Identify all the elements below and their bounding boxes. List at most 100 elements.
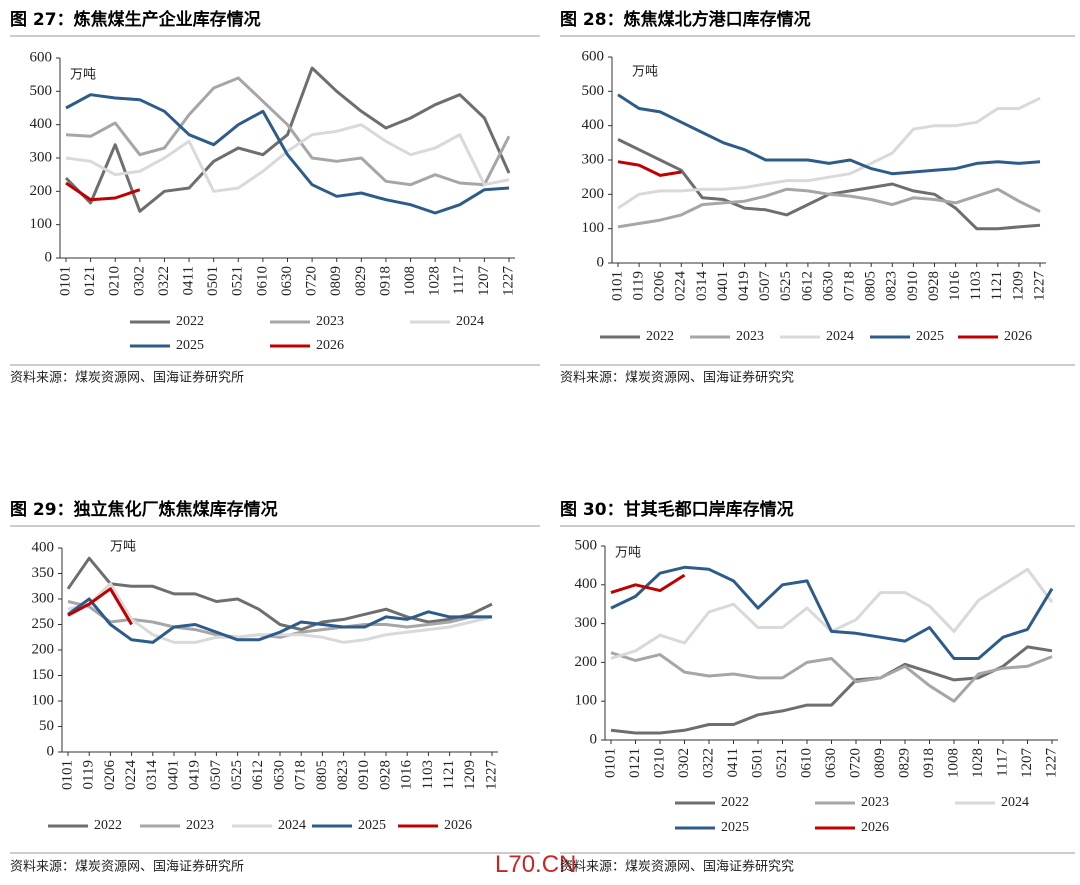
x-tick-label: 0419: [736, 271, 752, 301]
x-tick-label: 1008: [945, 748, 961, 778]
x-tick-label: 0302: [676, 748, 692, 778]
x-tick-label: 0525: [229, 760, 245, 790]
x-tick-label: 0501: [205, 266, 221, 296]
x-tick-label: 0809: [328, 266, 344, 296]
legend-label: 2023: [736, 329, 764, 344]
x-tick-label: 1028: [427, 266, 443, 296]
y-tick-label: 300: [582, 151, 605, 167]
unit-label: 万吨: [70, 68, 96, 83]
x-tick-label: 0612: [250, 760, 266, 790]
x-tick-label: 0101: [609, 271, 625, 301]
y-tick-label: 100: [30, 216, 53, 232]
x-tick-label: 0101: [59, 760, 75, 790]
x-tick-label: 0121: [82, 266, 98, 296]
y-tick-label: 350: [32, 565, 55, 581]
x-tick-label: 1016: [399, 760, 415, 791]
x-tick-label: 1103: [420, 760, 436, 789]
series-line: [67, 600, 492, 639]
series-line: [617, 93, 1041, 176]
x-tick-label: 0507: [208, 760, 224, 791]
series-line: [67, 587, 133, 626]
x-tick-label: 0119: [81, 760, 97, 789]
unit-label: 万吨: [615, 546, 641, 561]
legend-label: 2022: [94, 818, 122, 833]
legend-label: 2025: [916, 329, 944, 344]
x-tick-label: 1227: [483, 760, 499, 791]
x-tick-label: 0823: [884, 271, 900, 301]
watermark: L70.CN: [495, 851, 576, 878]
y-tick-label: 0: [45, 249, 53, 265]
x-tick-label: 0322: [700, 748, 716, 778]
series-line: [64, 66, 511, 213]
y-tick-label: 300: [575, 615, 598, 631]
x-tick-label: 1209: [1010, 271, 1026, 301]
series-line: [67, 582, 493, 644]
series-line: [65, 181, 141, 202]
legend-label: 2023: [186, 818, 214, 833]
y-tick-label: 600: [30, 49, 53, 65]
x-tick-label: 1028: [970, 748, 986, 778]
source-note: 资料来源：煤炭资源网、国海证券研究究: [560, 859, 794, 875]
x-tick-label: 0910: [356, 760, 372, 790]
y-tick-label: 400: [575, 576, 598, 592]
series-line: [610, 651, 1053, 703]
legend-label: 2024: [826, 329, 854, 344]
series-line: [617, 187, 1041, 229]
x-tick-label: 0630: [279, 266, 295, 296]
series-line: [610, 573, 686, 595]
x-tick-label: 1209: [462, 760, 478, 790]
x-tick-label: 0206: [652, 271, 668, 302]
x-tick-label: 0419: [187, 760, 203, 790]
y-tick-label: 500: [582, 83, 605, 99]
x-tick-label: 0928: [926, 271, 942, 301]
series-line: [65, 76, 511, 187]
x-tick-label: 0411: [180, 266, 196, 295]
x-tick-label: 0101: [602, 748, 618, 778]
y-tick-label: 150: [32, 667, 55, 683]
x-tick-label: 0411: [725, 748, 741, 777]
x-tick-label: 0805: [863, 271, 879, 301]
series-line: [65, 93, 510, 215]
x-tick-label: 0829: [353, 266, 369, 296]
x-tick-label: 0720: [847, 748, 863, 778]
legend-label: 2023: [861, 795, 889, 810]
legend-label: 2025: [358, 818, 386, 833]
legend-label: 2026: [861, 820, 889, 835]
x-tick-label: 0809: [872, 748, 888, 778]
x-tick-label: 0718: [842, 271, 858, 301]
series-line: [66, 556, 493, 632]
y-tick-label: 100: [575, 693, 598, 709]
series-line: [610, 565, 1054, 660]
x-tick-label: 0302: [131, 266, 147, 296]
legend-label: 2023: [316, 314, 344, 329]
series-line: [610, 567, 1054, 660]
y-tick-label: 200: [30, 183, 53, 199]
source-note: 资料来源：煤炭资源网、国海证券研究所: [10, 370, 244, 386]
y-tick-label: 400: [582, 117, 605, 133]
x-tick-label: 1121: [989, 271, 1005, 300]
x-tick-label: 1117: [994, 748, 1010, 777]
x-tick-label: 1207: [476, 266, 492, 297]
legend-label: 2026: [316, 338, 344, 353]
legend-label: 2022: [176, 314, 204, 329]
y-tick-label: 50: [39, 718, 54, 734]
x-tick-label: 0829: [896, 748, 912, 778]
series-line: [67, 597, 492, 644]
y-tick-label: 200: [575, 654, 598, 670]
x-tick-label: 0210: [651, 748, 667, 778]
x-tick-label: 1227: [500, 266, 516, 297]
x-tick-label: 0224: [123, 760, 139, 791]
chart-title: 图 27：炼焦煤生产企业库存情况: [10, 9, 261, 30]
source-note: 资料来源：煤炭资源网、国海证券研究所: [10, 859, 244, 875]
x-tick-label: 0101: [57, 266, 73, 296]
y-tick-label: 200: [32, 641, 55, 657]
y-tick-label: 400: [32, 539, 55, 555]
series-line: [617, 96, 1041, 210]
y-tick-label: 500: [30, 83, 53, 99]
x-tick-label: 0507: [757, 271, 773, 302]
x-tick-label: 0910: [905, 271, 921, 301]
x-tick-label: 0119: [631, 271, 647, 300]
x-tick-label: 1227: [1043, 748, 1059, 779]
x-tick-label: 0718: [293, 760, 309, 790]
